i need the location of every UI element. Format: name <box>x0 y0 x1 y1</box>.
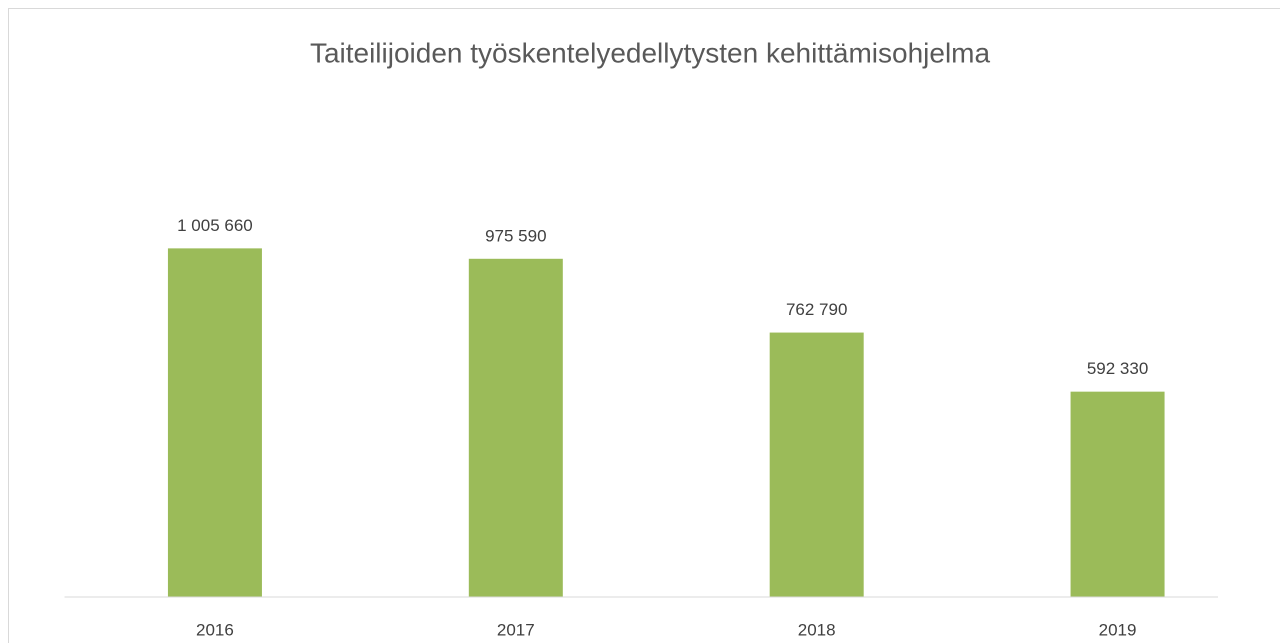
data-label: 1 005 660 <box>177 216 253 235</box>
bar <box>1070 391 1165 597</box>
data-label: 762 790 <box>786 300 847 319</box>
chart-border <box>8 8 1280 643</box>
bar <box>769 332 864 597</box>
data-label: 975 590 <box>485 226 546 245</box>
bar <box>468 258 563 597</box>
x-tick-label: 2016 <box>196 620 234 639</box>
x-tick-label: 2019 <box>1099 620 1137 639</box>
x-tick-label: 2017 <box>497 620 535 639</box>
bar <box>167 248 262 597</box>
data-label: 592 330 <box>1087 359 1148 378</box>
chart-title: Taiteilijoiden työskentelyedellytysten k… <box>310 37 991 68</box>
x-tick-label: 2018 <box>798 620 836 639</box>
